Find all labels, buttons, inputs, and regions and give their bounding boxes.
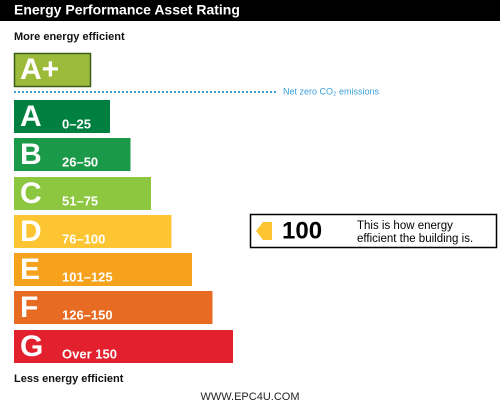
band: [14, 138, 131, 171]
header-bar: [0, 0, 500, 21]
indicator-box: [249, 213, 498, 249]
band-letter: A: [20, 100, 42, 133]
band-range: Over 150: [62, 346, 117, 361]
band: [14, 291, 213, 324]
band-letter: B: [20, 138, 42, 171]
indicator-text: This is how energy: [357, 220, 453, 232]
top-band: [13, 52, 92, 88]
band: [14, 100, 110, 133]
band: [14, 215, 172, 248]
band-range: 26–50: [62, 154, 98, 169]
band-range: 0–25: [62, 116, 91, 131]
band-range: 101–125: [62, 269, 113, 284]
band-letter: F: [20, 291, 38, 324]
bands: A 0–25 B 26–50 C 51–75 D 76–100 E 101–125 F 126–150…: [14, 100, 233, 363]
band: [14, 253, 192, 286]
band-letter: G: [20, 330, 43, 363]
indicator-arrow: [256, 222, 272, 240]
top-band-letter: A+: [20, 53, 59, 86]
bottom-label: Less energy efficient: [14, 373, 124, 385]
band-letter: E: [20, 253, 40, 286]
net-zero-note: Net zero CO₂ emissions: [283, 86, 380, 96]
band-range: 126–150: [62, 307, 113, 322]
indicator-text: efficient the building is.: [357, 233, 473, 245]
band-range: 76–100: [62, 231, 105, 246]
indicator-value: 100: [282, 217, 322, 244]
band-letter: C: [20, 177, 42, 210]
band-range: 51–75: [62, 193, 98, 208]
band: [14, 177, 151, 210]
header-title: Energy Performance Asset Rating: [14, 2, 240, 18]
band: [14, 330, 233, 363]
top-label: More energy efficient: [14, 31, 125, 43]
footer: WWW.EPC4U.COM: [201, 391, 300, 403]
band-letter: D: [20, 215, 42, 248]
